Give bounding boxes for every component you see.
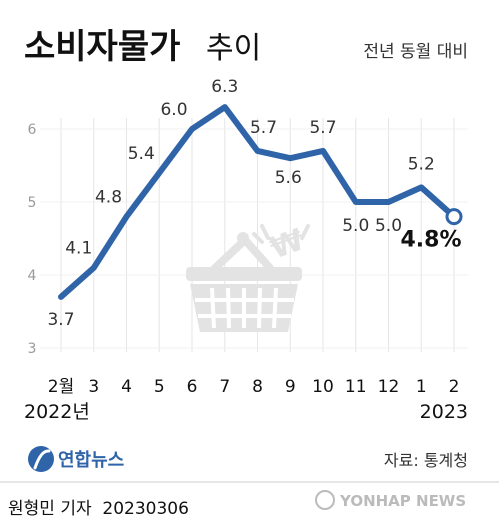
data-labels: 3.7 4.1 4.8 5.4 6.0 6.3 5.7 5.6 5.7 5.0 5.0 5.2 4.8%: [47, 77, 461, 330]
chart-title: 소비자물가: [24, 27, 180, 67]
y-tick-label: 4: [28, 268, 37, 284]
year-label-end: 2023: [420, 401, 468, 423]
source-note: 자료: 통계청: [384, 451, 468, 470]
credit-line: 원형민 기자 20230306: [8, 499, 189, 519]
data-label: 5.7: [250, 118, 277, 138]
y-tick-label: 6: [28, 122, 37, 138]
data-label: 4.1: [65, 239, 92, 259]
year-label-start: 2022년: [24, 401, 90, 423]
x-tick-label: 4: [121, 377, 132, 397]
data-label: 3.7: [47, 310, 74, 330]
x-tick-label: 8: [252, 377, 263, 397]
x-tick-label: 5: [154, 377, 165, 397]
agency-logo: 연합뉴스: [28, 446, 124, 472]
x-tick-label: 3: [88, 377, 99, 397]
x-tick-label: 2: [449, 377, 460, 397]
data-label: 4.8: [95, 188, 122, 208]
x-tick-label: 11: [345, 377, 367, 397]
data-point-last: [445, 208, 463, 226]
watermark-text: YONHAP NEWS: [339, 492, 466, 510]
agency-logo-text: 연합뉴스: [58, 449, 124, 471]
y-tick-label: 5: [28, 195, 37, 211]
x-tick-label: 10: [312, 377, 334, 397]
data-label: 6.0: [160, 100, 187, 120]
data-label: 5.7: [309, 118, 336, 138]
data-label: 5.6: [275, 168, 302, 188]
x-tick-label: 12: [378, 377, 400, 397]
x-tick-label: 6: [187, 377, 198, 397]
series-layer: [58, 104, 463, 300]
watermark: YONHAP NEWS: [315, 490, 466, 510]
data-label: 5.4: [128, 144, 155, 164]
series-line: [58, 104, 457, 300]
y-axis-ticks: 3 4 5 6: [28, 122, 37, 357]
chart-subtitle: 전년 동월 대비: [363, 42, 468, 62]
data-label: 5.0: [342, 216, 369, 236]
x-tick-label: 7: [219, 377, 230, 397]
x-tick-label: 9: [285, 377, 296, 397]
x-tick-label: 2월: [48, 377, 74, 397]
data-label: 6.3: [211, 77, 238, 97]
chart-title-suffix: 추이: [206, 31, 261, 66]
data-label-latest: 4.8%: [400, 228, 461, 253]
grid-layer: [40, 118, 468, 352]
x-axis-ticks: 2월 3 4 5 6 7 8 9 10 11 12 1 2: [48, 377, 460, 397]
data-label: 5.0: [375, 216, 402, 236]
y-tick-label: 3: [28, 341, 37, 357]
x-tick-label: 1: [416, 377, 427, 397]
data-label: 5.2: [408, 154, 435, 174]
shopping-basket-icon: ₩: [186, 222, 310, 332]
